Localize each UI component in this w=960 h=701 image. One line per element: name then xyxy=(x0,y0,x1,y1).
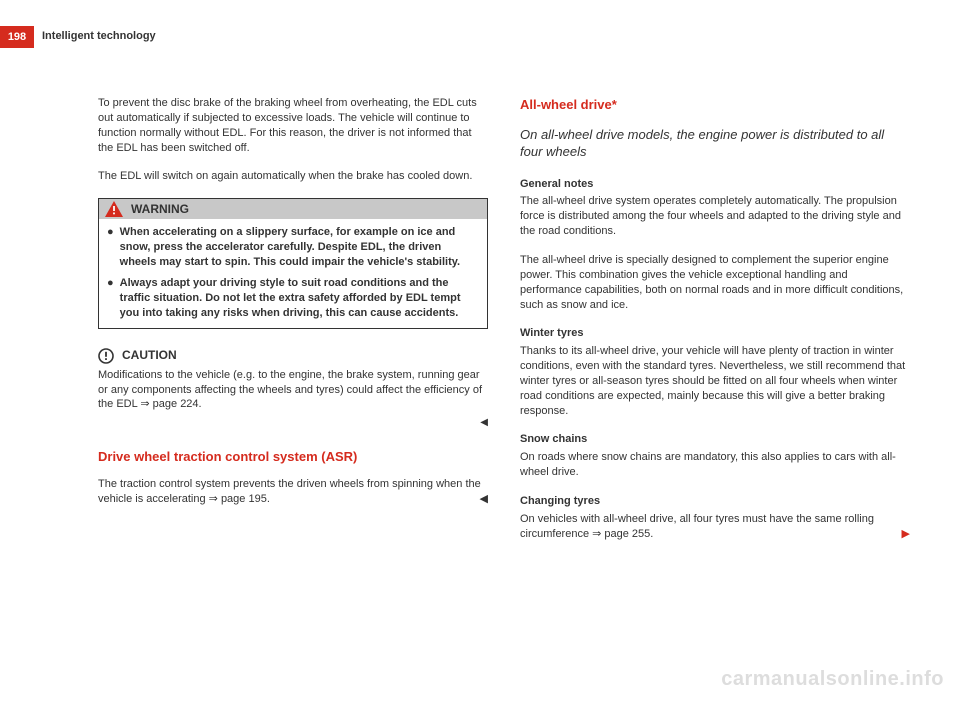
page-number-tab: 198 xyxy=(0,26,34,48)
page-number: 198 xyxy=(8,31,26,43)
section-heading: All-wheel drive* xyxy=(520,96,910,114)
paragraph: The all-wheel drive system operates comp… xyxy=(520,194,910,239)
paragraph-text: The traction control system prevents the… xyxy=(98,478,481,505)
section-subtitle: On all-wheel drive models, the engine po… xyxy=(520,126,910,161)
paragraph: To prevent the disc brake of the braking… xyxy=(98,96,488,155)
continue-arrow-icon: ▶ xyxy=(902,527,910,542)
warning-box: WARNING ● When accelerating on a slipper… xyxy=(98,198,488,329)
paragraph: Thanks to its all-wheel drive, your vehi… xyxy=(520,344,910,418)
caution-text: Modifications to the vehicle (e.g. to th… xyxy=(98,368,488,413)
warning-header: WARNING xyxy=(99,199,487,219)
warning-text: When accelerating on a slippery surface,… xyxy=(120,225,479,270)
warning-bullet: ● Always adapt your driving style to sui… xyxy=(107,276,479,321)
left-column: To prevent the disc brake of the braking… xyxy=(98,96,488,542)
paragraph: On roads where snow chains are mandatory… xyxy=(520,450,910,480)
watermark: carmanualsonline.info xyxy=(721,668,944,691)
bullet-dot: ● xyxy=(107,276,114,321)
warning-text: Always adapt your driving style to suit … xyxy=(120,276,479,321)
warning-body: ● When accelerating on a slippery surfac… xyxy=(99,219,487,328)
warning-label: WARNING xyxy=(131,201,189,217)
paragraph-text: On vehicles with all-wheel drive, all fo… xyxy=(520,513,874,540)
paragraph: On vehicles with all-wheel drive, all fo… xyxy=(520,512,910,542)
section-end-mark-inline: ◀ xyxy=(480,492,488,507)
sub-heading: Changing tyres xyxy=(520,494,910,509)
right-column: All-wheel drive* On all-wheel drive mode… xyxy=(520,96,910,542)
sub-heading: General notes xyxy=(520,177,910,192)
bullet-dot: ● xyxy=(107,225,114,270)
warning-bullet: ● When accelerating on a slippery surfac… xyxy=(107,225,479,270)
caution-block: CAUTION Modifications to the vehicle (e.… xyxy=(98,347,488,412)
section-heading: Drive wheel traction control system (ASR… xyxy=(98,448,488,466)
warning-triangle-icon xyxy=(105,201,123,217)
chapter-title: Intelligent technology xyxy=(42,30,156,42)
sub-heading: Snow chains xyxy=(520,432,910,447)
caution-header: CAUTION xyxy=(98,347,488,363)
page-content: To prevent the disc brake of the braking… xyxy=(98,96,910,542)
sub-heading: Winter tyres xyxy=(520,326,910,341)
paragraph: The traction control system prevents the… xyxy=(98,477,488,507)
caution-label: CAUTION xyxy=(122,347,177,363)
caution-circle-icon xyxy=(98,348,114,364)
paragraph: The EDL will switch on again automatical… xyxy=(98,169,488,184)
section-end-mark: ◀ xyxy=(98,416,488,430)
paragraph: The all-wheel drive is specially designe… xyxy=(520,253,910,312)
